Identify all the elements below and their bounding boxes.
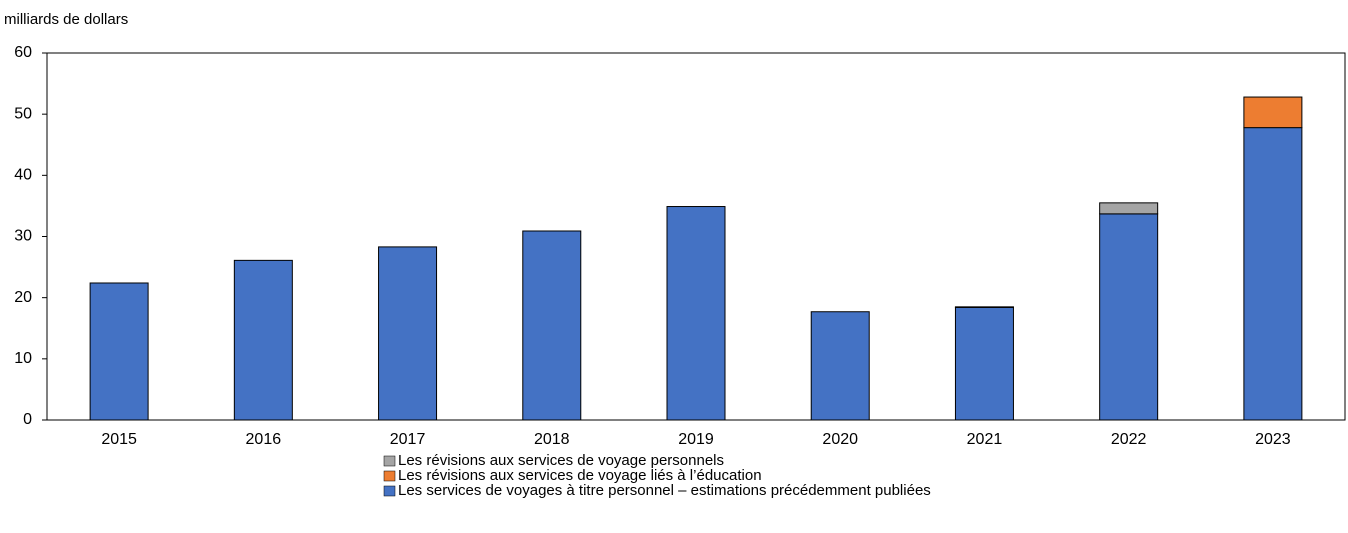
bar-segment	[378, 246, 438, 421]
y-tick-label: 50	[14, 105, 32, 122]
legend-label: Les révisions aux services de voyage per…	[398, 452, 724, 469]
y-tick-label: 40	[14, 167, 32, 184]
bar-segment	[233, 259, 293, 421]
y-tick-label: 10	[14, 350, 32, 367]
x-tick-label: 2022	[1111, 431, 1147, 448]
x-tick-label: 2016	[246, 431, 282, 448]
legend-swatch	[383, 485, 396, 497]
x-tick-label: 2019	[678, 431, 714, 448]
bar-segment	[1243, 96, 1303, 129]
x-tick-label: 2018	[534, 431, 570, 448]
bar-segment	[89, 282, 149, 421]
x-tick-label: 2017	[390, 431, 426, 448]
y-tick-label: 30	[14, 228, 32, 245]
bar-segment	[1099, 213, 1159, 421]
bar-segment	[522, 230, 582, 421]
x-tick-label: 2015	[101, 431, 137, 448]
legend-label: Les révisions aux services de voyage lié…	[398, 467, 762, 484]
legend-swatch	[383, 455, 396, 467]
y-tick-label: 60	[14, 44, 32, 61]
y-axis-title: milliards de dollars	[4, 11, 128, 28]
bar-segment	[954, 306, 1014, 308]
bar-segment	[1099, 202, 1159, 215]
x-tick-label: 2023	[1255, 431, 1291, 448]
bar-segment	[810, 311, 870, 421]
legend-swatch	[383, 470, 396, 482]
y-tick-label: 0	[23, 411, 32, 428]
y-tick-label: 20	[14, 289, 32, 306]
x-tick-label: 2020	[822, 431, 858, 448]
legend-label: Les services de voyages à titre personne…	[398, 482, 931, 499]
bar-segment	[1243, 127, 1303, 421]
bar-segment	[666, 206, 726, 421]
bar-segment	[954, 306, 1014, 421]
x-tick-label: 2021	[967, 431, 1003, 448]
